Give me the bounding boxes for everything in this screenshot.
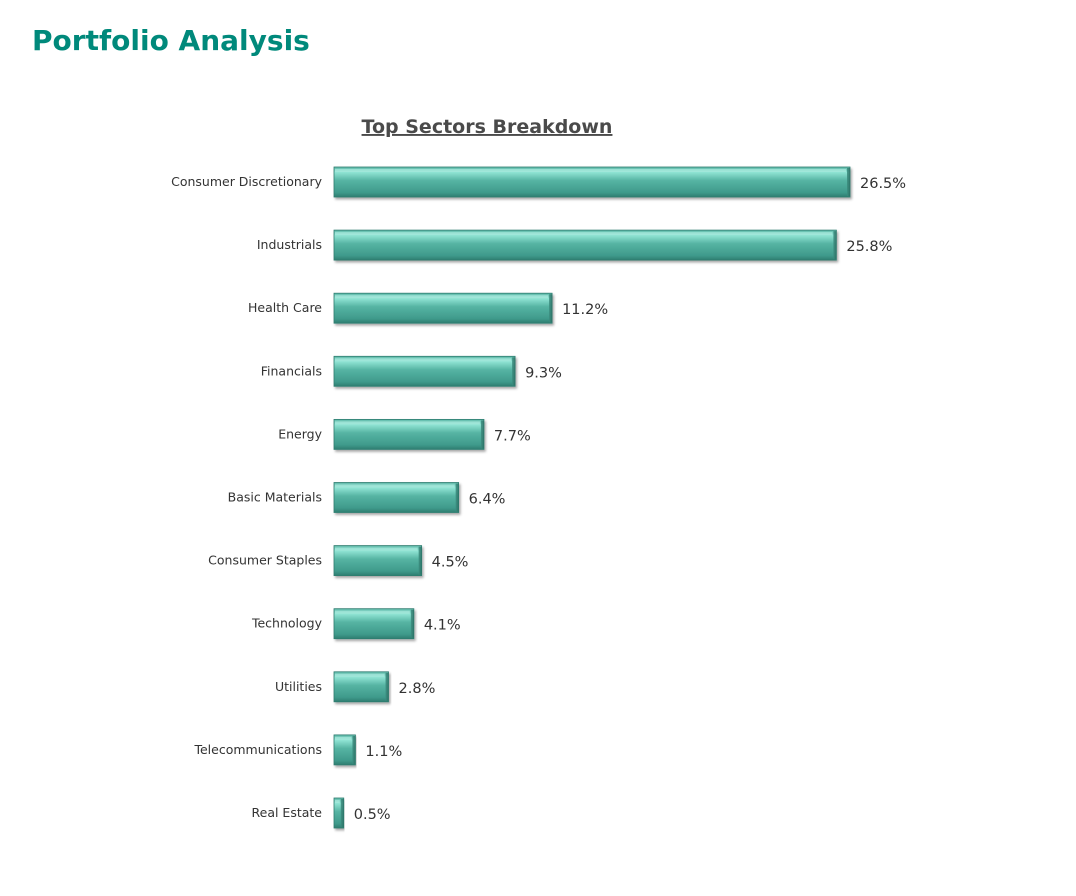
bar-highlight-industrials bbox=[335, 232, 833, 236]
bar-end-cap-telecommunications bbox=[352, 735, 356, 764]
value-label-utilities: 2.8% bbox=[399, 681, 436, 697]
bar-highlight-energy bbox=[335, 421, 480, 425]
bar-end-cap-utilities bbox=[385, 672, 389, 701]
bar-group-telecommunications: Telecommunications 1.1% bbox=[193, 734, 402, 766]
bar-highlight-technology bbox=[335, 610, 410, 614]
category-label-consumer-staples: Consumer Staples bbox=[208, 553, 322, 568]
bar-highlight-utilities bbox=[335, 673, 385, 677]
bars-layer: Consumer Discretionary 26.5% Industrials 25… bbox=[171, 166, 906, 829]
bar-highlight-telecommunications bbox=[335, 736, 352, 740]
bar-end-cap-financials bbox=[512, 357, 516, 386]
bar-group-utilities: Utilities 2.8% bbox=[275, 671, 436, 703]
bar-group-consumer-staples: Consumer Staples 4.5% bbox=[208, 545, 469, 576]
category-label-consumer-discretionary: Consumer Discretionary bbox=[171, 174, 322, 189]
bar-highlight-health-care bbox=[335, 295, 549, 299]
value-label-industrials: 25.8% bbox=[846, 239, 892, 255]
category-label-utilities: Utilities bbox=[275, 679, 322, 694]
value-label-telecommunications: 1.1% bbox=[365, 744, 402, 760]
category-label-energy: Energy bbox=[278, 426, 322, 441]
value-label-consumer-staples: 4.5% bbox=[432, 555, 469, 571]
category-label-basic-materials: Basic Materials bbox=[228, 490, 322, 505]
bar-group-industrials: Industrials 25.8% bbox=[257, 229, 892, 261]
bar-end-cap-industrials bbox=[833, 231, 837, 260]
bar-highlight-real-estate bbox=[335, 800, 340, 803]
value-label-financials: 9.3% bbox=[525, 365, 562, 381]
bar-group-health-care: Health Care 11.2% bbox=[248, 292, 608, 324]
bar-highlight-basic-materials bbox=[335, 484, 455, 488]
category-label-industrials: Industrials bbox=[257, 237, 322, 252]
bar-end-cap-consumer-discretionary bbox=[847, 168, 850, 196]
category-label-health-care: Health Care bbox=[248, 300, 322, 315]
bar-highlight-financials bbox=[335, 358, 512, 362]
bar-group-real-estate: Real Estate 0.5% bbox=[252, 797, 391, 829]
bar-highlight-consumer-staples bbox=[335, 547, 418, 551]
bar-group-technology: Technology 4.1% bbox=[251, 608, 461, 640]
category-label-financials: Financials bbox=[261, 363, 322, 378]
value-label-consumer-discretionary: 26.5% bbox=[860, 176, 906, 192]
value-label-real-estate: 0.5% bbox=[354, 807, 391, 823]
value-label-energy: 7.7% bbox=[494, 428, 531, 444]
category-label-real-estate: Real Estate bbox=[252, 805, 323, 820]
category-label-technology: Technology bbox=[251, 616, 323, 631]
bar-end-cap-real-estate bbox=[340, 799, 344, 827]
bar-end-cap-technology bbox=[410, 609, 414, 638]
bar-group-financials: Financials 9.3% bbox=[261, 355, 562, 387]
value-label-basic-materials: 6.4% bbox=[469, 492, 506, 508]
bar-group-energy: Energy 7.7% bbox=[278, 418, 531, 450]
bar-end-cap-health-care bbox=[549, 294, 553, 323]
bar-group-basic-materials: Basic Materials 6.4% bbox=[228, 482, 506, 513]
chart-title: Top Sectors Breakdown bbox=[362, 116, 613, 138]
bar-highlight-consumer-discretionary bbox=[335, 169, 846, 172]
bar-end-cap-consumer-staples bbox=[418, 546, 422, 575]
bar-end-cap-basic-materials bbox=[455, 483, 459, 512]
category-label-telecommunications: Telecommunications bbox=[193, 742, 322, 757]
value-label-technology: 4.1% bbox=[424, 618, 461, 634]
bar-group-consumer-discretionary: Consumer Discretionary 26.5% bbox=[171, 166, 906, 198]
page-title: Portfolio Analysis bbox=[32, 24, 310, 57]
bar-end-cap-energy bbox=[480, 420, 484, 449]
value-label-health-care: 11.2% bbox=[562, 302, 608, 318]
